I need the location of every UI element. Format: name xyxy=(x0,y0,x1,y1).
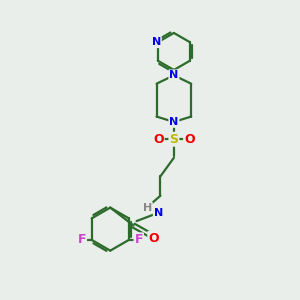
Text: O: O xyxy=(184,133,195,146)
Text: O: O xyxy=(153,133,164,146)
Text: N: N xyxy=(169,117,178,127)
Text: S: S xyxy=(169,133,178,146)
Text: N: N xyxy=(152,37,161,47)
Text: H: H xyxy=(143,202,152,213)
Text: N: N xyxy=(154,208,163,218)
Text: F: F xyxy=(134,233,143,246)
Text: O: O xyxy=(148,232,159,245)
Text: F: F xyxy=(78,233,86,246)
Text: N: N xyxy=(169,70,178,80)
